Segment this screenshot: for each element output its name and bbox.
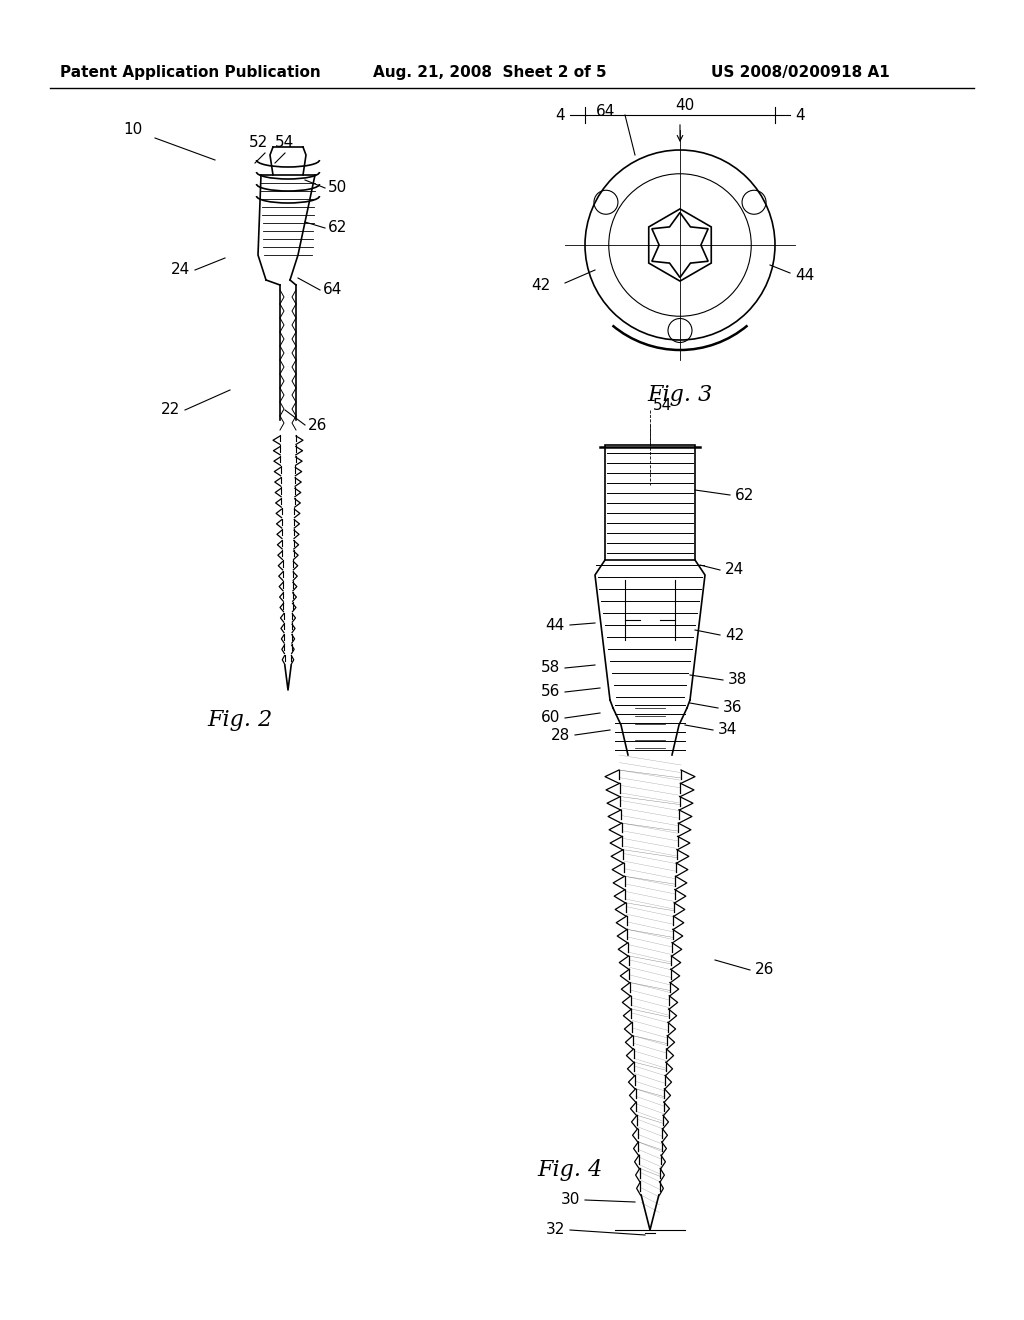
Text: 64: 64: [596, 104, 615, 120]
Text: 60: 60: [541, 710, 560, 726]
Bar: [605, 445, 695, 560]
Text: 24: 24: [171, 263, 190, 277]
Text: US 2008/0200918 A1: US 2008/0200918 A1: [711, 65, 890, 79]
Text: 4: 4: [555, 107, 565, 123]
Text: Fig. 2: Fig. 2: [208, 709, 272, 731]
Text: 36: 36: [723, 701, 742, 715]
Text: 30: 30: [560, 1192, 580, 1208]
Text: 56: 56: [541, 685, 560, 700]
Text: Aug. 21, 2008  Sheet 2 of 5: Aug. 21, 2008 Sheet 2 of 5: [373, 65, 607, 79]
Text: 54: 54: [275, 135, 295, 150]
Text: 50: 50: [328, 181, 347, 195]
Text: 54: 54: [653, 397, 672, 412]
Text: 22: 22: [161, 403, 180, 417]
Text: 38: 38: [728, 672, 748, 688]
Text: 62: 62: [328, 220, 347, 235]
Text: 58: 58: [541, 660, 560, 676]
Text: 44: 44: [546, 618, 565, 632]
Text: 4: 4: [795, 107, 805, 123]
Text: 52: 52: [249, 135, 267, 150]
Text: 34: 34: [718, 722, 737, 738]
Text: 26: 26: [308, 417, 328, 433]
Text: 62: 62: [735, 487, 755, 503]
Text: 40: 40: [676, 98, 694, 112]
Text: 24: 24: [725, 562, 744, 578]
Text: 64: 64: [323, 282, 342, 297]
Text: Fig. 3: Fig. 3: [647, 384, 713, 407]
Text: 26: 26: [755, 962, 774, 978]
Text: Fig. 4: Fig. 4: [538, 1159, 603, 1181]
Text: 44: 44: [795, 268, 814, 282]
Text: Patent Application Publication: Patent Application Publication: [59, 65, 321, 79]
Text: 28: 28: [551, 727, 570, 742]
Text: 32: 32: [546, 1222, 565, 1238]
Text: 42: 42: [530, 277, 550, 293]
Text: 42: 42: [725, 627, 744, 643]
Text: 10: 10: [124, 123, 143, 137]
